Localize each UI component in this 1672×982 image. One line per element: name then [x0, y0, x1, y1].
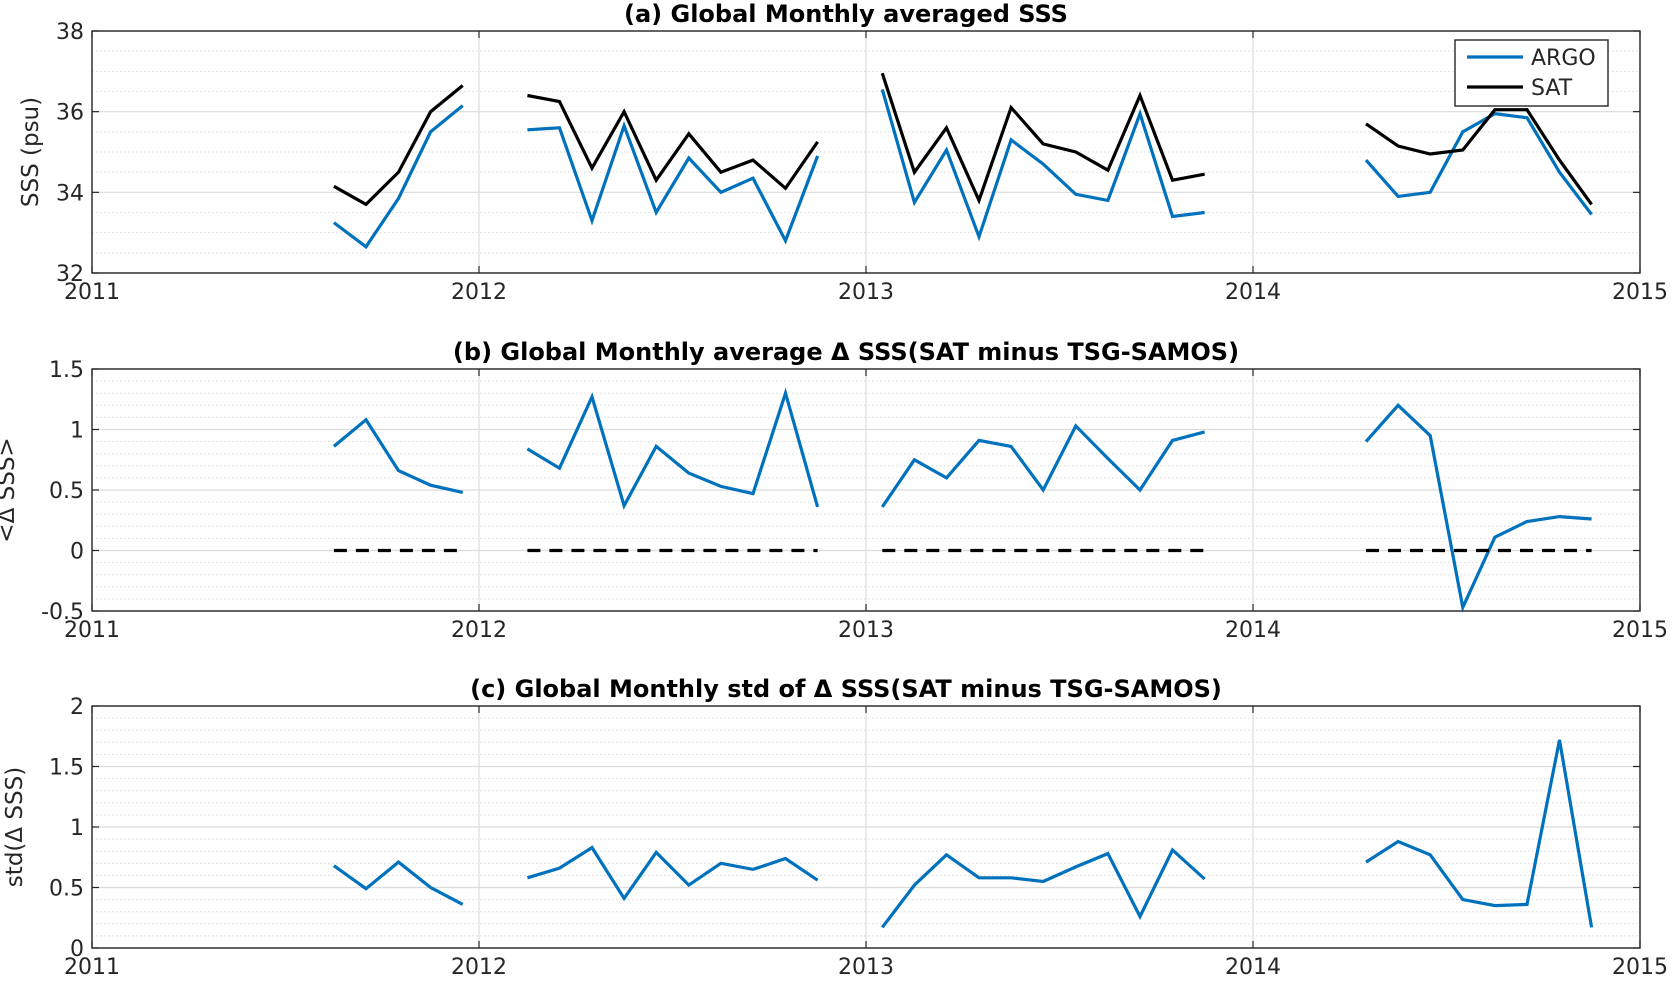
y-tick-label: 34 — [56, 181, 84, 206]
y-tick-label: 1.5 — [49, 756, 84, 781]
series-line — [881, 847, 1206, 929]
series-sat-line — [527, 93, 819, 191]
x-tick-label: 2013 — [838, 280, 894, 305]
y-tick-label: 1 — [70, 816, 84, 841]
panel-c: 2011 2012 2013 2014 2015 0 0.5 1 1.5 2 (c) Global … — [2, 675, 1668, 980]
panel-title: (c) Global Monthly std of Δ SSS(SAT minu… — [470, 675, 1222, 703]
y-axis-label: std(Δ SSS) — [2, 767, 28, 887]
series-argo-line — [1364, 112, 1593, 216]
y-axis-label: <Δ SSS> — [0, 437, 20, 542]
y-tick-label: 36 — [56, 101, 84, 126]
series-sat-line — [880, 72, 1205, 205]
series-line — [332, 860, 464, 906]
series-line — [1365, 739, 1594, 928]
series-line — [526, 845, 819, 902]
y-tick-label: 2 — [70, 695, 84, 720]
series-line — [332, 417, 464, 494]
panel-a: 2011 2012 2013 2014 2015 32 34 36 38 (a) Global M… — [18, 0, 1668, 305]
y-tick-label: 1 — [70, 419, 84, 444]
series-argo-line — [527, 121, 820, 245]
y-tick-label: 38 — [56, 20, 84, 45]
series-line — [526, 387, 820, 510]
x-tick-label: 2014 — [1225, 280, 1281, 305]
panel-b: 2011 2012 2013 2014 2015 -0.5 0 0.5 1 1.5 (b) Glob… — [0, 338, 1668, 643]
series-line — [1364, 403, 1592, 613]
series-argo-line — [332, 104, 464, 250]
y-tick-label: 1.5 — [49, 358, 84, 383]
x-tick-label: 2015 — [1612, 618, 1668, 643]
y-tick-label: 0 — [70, 540, 84, 565]
x-tick-label: 2013 — [838, 955, 894, 980]
x-tick-label: 2013 — [838, 618, 894, 643]
panel-title: (a) Global Monthly averaged SSS — [624, 0, 1068, 28]
y-tick-label: 32 — [56, 262, 84, 287]
legend-box — [1454, 39, 1609, 107]
x-tick-label: 2011 — [64, 280, 120, 305]
x-tick-label: 2012 — [451, 618, 507, 643]
series-sat-line — [333, 84, 464, 207]
x-tick-label: 2012 — [451, 955, 507, 980]
y-tick-label: 0.5 — [49, 479, 84, 504]
x-tick-label: 2014 — [1225, 618, 1281, 643]
series-argo-line — [880, 89, 1205, 242]
series-line — [880, 423, 1206, 508]
y-tick-label: -0.5 — [41, 600, 84, 625]
y-axis-label: SSS (psu) — [18, 97, 44, 207]
y-tick-label: 0 — [70, 937, 84, 962]
legend: ARGO SAT — [1454, 39, 1609, 107]
x-tick-label: 2015 — [1612, 955, 1668, 980]
x-tick-label: 2011 — [64, 955, 120, 980]
panel-title: (b) Global Monthly average Δ SSS(SAT min… — [453, 338, 1239, 366]
x-tick-label: 2014 — [1225, 955, 1281, 980]
y-tick-label: 0.5 — [49, 877, 84, 902]
x-tick-label: 2012 — [451, 280, 507, 305]
series-sat-line — [1365, 108, 1593, 206]
legend-label-argo: ARGO — [1531, 46, 1596, 71]
x-tick-label: 2011 — [64, 618, 120, 643]
legend-label-sat: SAT — [1531, 76, 1573, 101]
x-tick-label: 2015 — [1612, 280, 1668, 305]
